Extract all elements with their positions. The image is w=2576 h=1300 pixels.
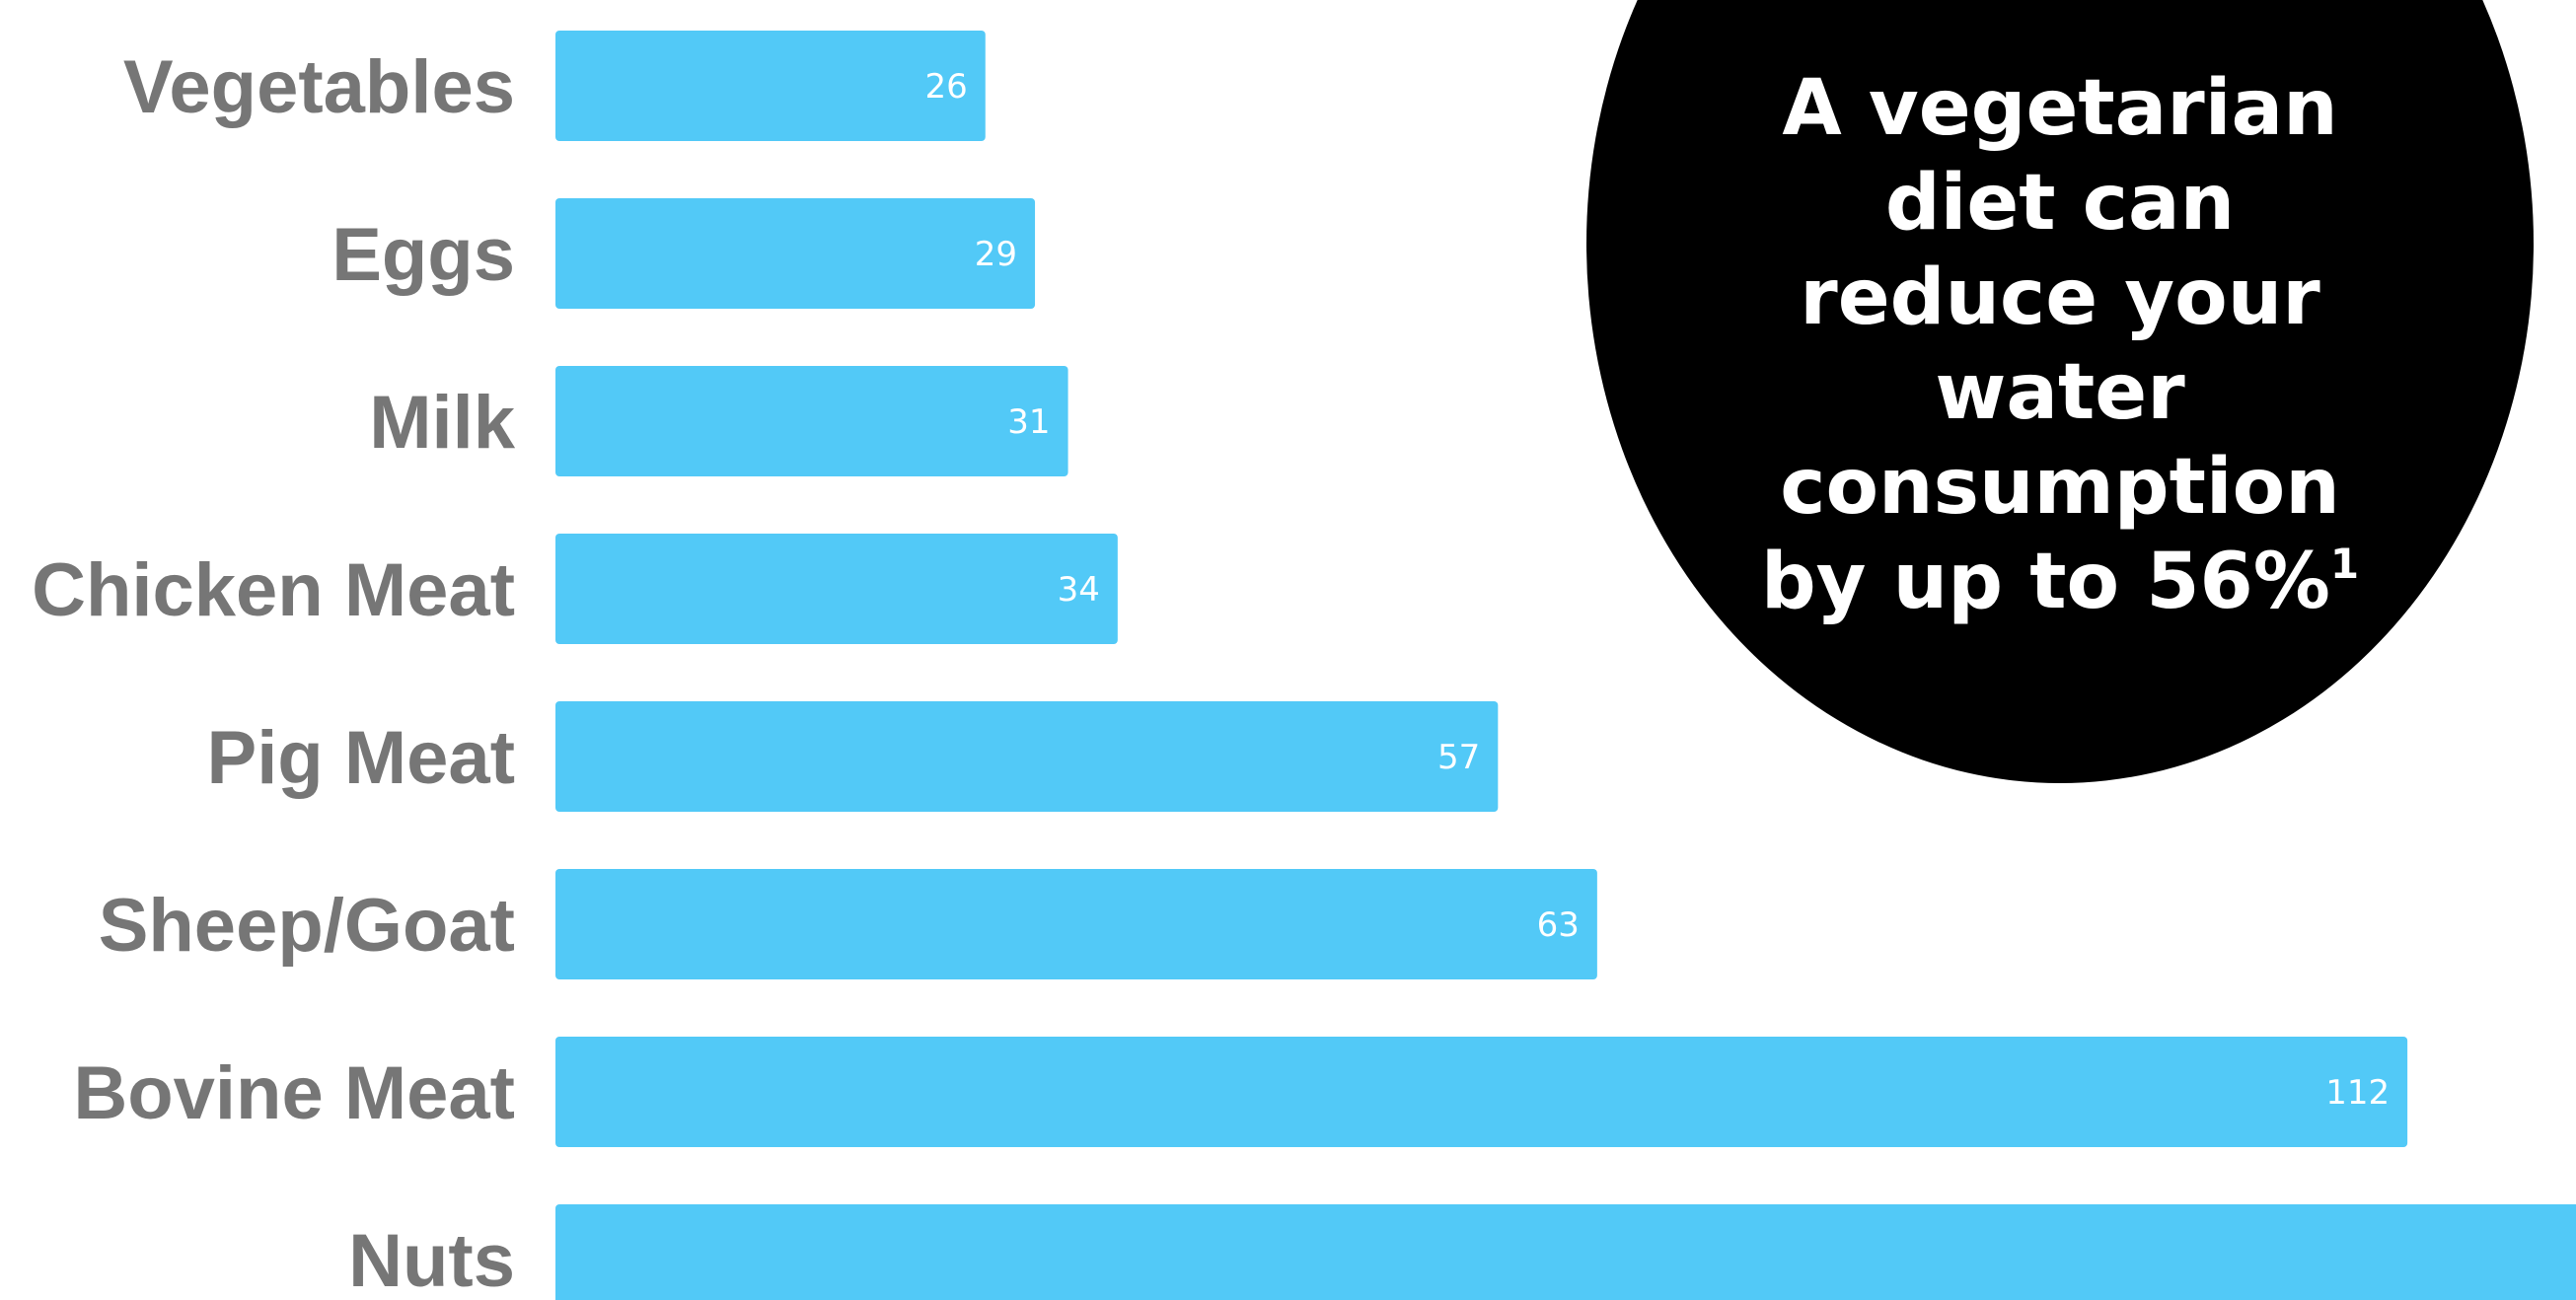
category-label: Nuts [348, 1219, 515, 1300]
value-label: 112 [2325, 1073, 2390, 1113]
footnote-marker: 1 [2329, 540, 2360, 588]
category-label: Vegetables [123, 45, 515, 129]
category-label: Eggs [331, 213, 515, 297]
value-label: 31 [1007, 402, 1050, 442]
category-label: Milk [369, 381, 516, 465]
category-label: Sheep/Goat [99, 884, 515, 968]
bar-pig-meat [555, 701, 1499, 812]
category-label: Chicken Meat [32, 548, 515, 632]
bar-sheep-goat [555, 869, 1597, 979]
bar-bovine-meat [555, 1037, 2408, 1147]
value-label: 26 [924, 67, 967, 107]
category-label: Pig Meat [207, 716, 516, 800]
value-label: 57 [1437, 738, 1480, 777]
value-label: 63 [1537, 905, 1580, 945]
bar-vegetables [555, 31, 986, 141]
value-label: 34 [1058, 570, 1100, 610]
bar-eggs [555, 198, 1036, 309]
callout-message: A vegetarian diet can reduce your water … [1760, 64, 2340, 626]
bar-milk [555, 366, 1068, 476]
callout-text: A vegetarian diet can reduce your water … [1685, 61, 2435, 629]
category-label: Bovine Meat [73, 1051, 515, 1135]
value-label: 29 [975, 235, 1017, 274]
bar-chicken-meat [555, 534, 1118, 644]
bar-nuts [555, 1204, 2576, 1300]
